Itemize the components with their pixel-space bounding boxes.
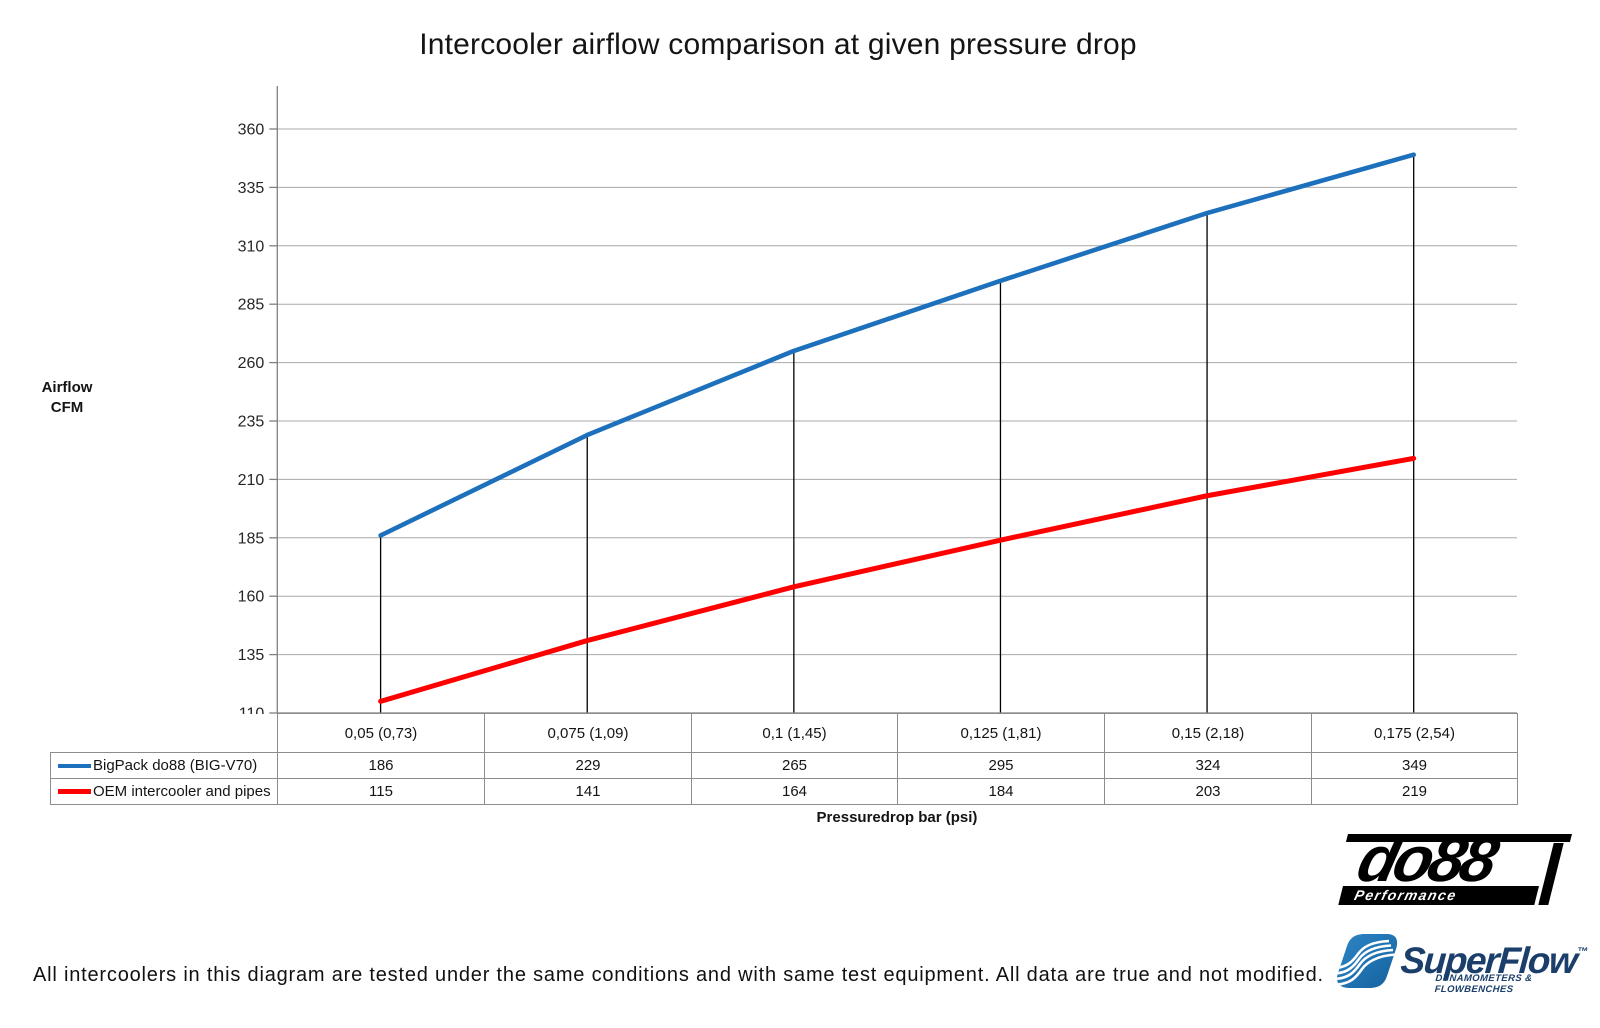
value-cell: 115 — [277, 778, 485, 805]
value-cell: 186 — [277, 752, 485, 779]
value-cell: 295 — [897, 752, 1105, 779]
footer-note: All intercoolers in this diagram are tes… — [33, 964, 1324, 986]
y-tick-label: 160 — [238, 589, 265, 606]
do88-logo-tagline: Performance — [1338, 886, 1540, 905]
table-row-oem: OEM intercooler and pipes 115 141 164 18… — [50, 778, 1518, 805]
x-label-cell: 0,15 (2,18) — [1104, 713, 1312, 753]
superflow-logo-tagline: DYNAMOMETERS & FLOWBENCHES — [1434, 973, 1533, 995]
y-axis-title: Airflow CFM — [22, 378, 112, 418]
value-cell: 349 — [1311, 752, 1518, 779]
value-cell: 203 — [1104, 778, 1312, 805]
legend-cell-oem: OEM intercooler and pipes — [50, 778, 278, 805]
legend-cell-do88: BigPack do88 (BIG-V70) — [50, 752, 278, 779]
x-label-cell: 0,1 (1,45) — [691, 713, 898, 753]
y-tick-label: 360 — [238, 122, 265, 139]
value-cell: 324 — [1104, 752, 1312, 779]
legend-swatch — [58, 789, 91, 794]
y-tick-label: 335 — [238, 180, 265, 197]
y-tick-label: 310 — [238, 238, 265, 255]
data-table: 0,05 (0,73) 0,075 (1,09) 0,1 (1,45) 0,12… — [50, 713, 1518, 805]
y-tick-label: 210 — [238, 472, 265, 489]
series-line-do88 — [378, 152, 1416, 538]
value-cell: 229 — [484, 752, 692, 779]
y-tick-label: 285 — [238, 297, 265, 314]
x-label-cell: 0,125 (1,81) — [897, 713, 1105, 753]
value-cell: 219 — [1311, 778, 1518, 805]
x-label-cell: 0,075 (1,09) — [484, 713, 692, 753]
y-tick-label: 260 — [238, 355, 265, 372]
table-row-do88: BigPack do88 (BIG-V70) 186 229 265 295 3… — [50, 752, 1518, 779]
do88-logo-wordmark: do88 — [1350, 823, 1503, 895]
table-corner-cell — [50, 713, 278, 753]
do88-logo: do88 Performance — [1338, 823, 1564, 905]
series-line-oem — [378, 455, 1417, 704]
legend-label: BigPack do88 (BIG-V70) — [93, 757, 258, 774]
value-cell: 265 — [691, 752, 898, 779]
y-axis-title-line1: Airflow — [41, 379, 93, 396]
value-cell: 184 — [897, 778, 1105, 805]
value-cell: 164 — [691, 778, 898, 805]
x-axis-title: Pressuredrop bar (psi) — [816, 809, 978, 826]
y-tick-label: 135 — [238, 647, 265, 664]
y-axis-title-line2: CFM — [50, 399, 84, 416]
chart-title: Intercooler airflow comparison at given … — [419, 28, 1137, 61]
superflow-wave-icon — [1337, 934, 1398, 988]
y-tick-label: 235 — [238, 414, 265, 431]
y-tick-label: 185 — [238, 530, 265, 547]
x-label-cell: 0,05 (0,73) — [277, 713, 485, 753]
legend-label: OEM intercooler and pipes — [93, 783, 271, 800]
value-cell: 141 — [484, 778, 692, 805]
x-label-cell: 0,175 (2,54) — [1311, 713, 1518, 753]
superflow-logo: SuperFlow™ DYNAMOMETERS & FLOWBENCHES — [1335, 932, 1588, 995]
legend-swatch — [58, 763, 91, 768]
trademark-symbol: ™ — [1576, 946, 1589, 958]
x-label-row: 0,05 (0,73) 0,075 (1,09) 0,1 (1,45) 0,12… — [50, 713, 1518, 753]
